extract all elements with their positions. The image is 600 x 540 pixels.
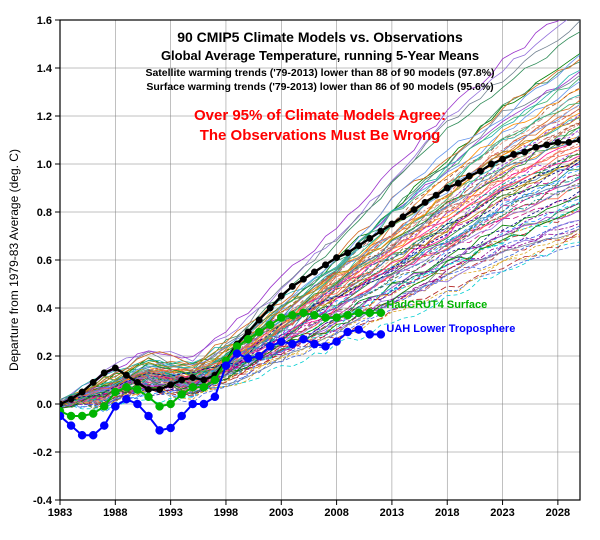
x-tick-label: 2008 [324, 507, 348, 519]
x-tick-label: 2003 [269, 507, 293, 519]
y-tick-label: 1.6 [37, 15, 52, 27]
x-tick-label: 1998 [214, 507, 238, 519]
y-tick-label: 0.2 [37, 351, 52, 363]
red-text-2: The Observations Must Be Wrong [200, 127, 441, 144]
x-tick-label: 2013 [380, 507, 404, 519]
x-tick-label: 2023 [490, 507, 514, 519]
uah-label: UAH Lower Troposphere [386, 323, 515, 335]
red-text-1: Over 95% of Climate Models Agree: [194, 107, 446, 124]
chart-title-2: Global Average Temperature, running 5-Ye… [161, 48, 479, 63]
chart-svg: 1983 1988 1993 1998 2003 2008 2013 2018 2023 2028… [0, 0, 600, 540]
y-tick-label: 1.4 [37, 63, 53, 75]
y-tick-label: 1.0 [37, 159, 52, 171]
hadcrut-label: HadCRUT4 Surface [386, 299, 487, 311]
x-tick-label: 1993 [158, 507, 182, 519]
x-tick-label: 1988 [103, 507, 127, 519]
y-tick-label: -0.4 [33, 495, 53, 507]
y-tick-label: 0.8 [37, 207, 52, 219]
y-axis-label: Departure from 1979-83 Average (deg. C) [7, 149, 21, 371]
y-tick-label: 0.0 [37, 399, 52, 411]
x-tick-label: 2018 [435, 507, 459, 519]
y-tick-label: 0.4 [37, 303, 53, 315]
x-tick-label: 2028 [546, 507, 570, 519]
chart-subtitle-2: Surface warming trends ('79-2013) lower … [146, 81, 493, 93]
x-tick-label: 1983 [48, 507, 72, 519]
chart-subtitle-1: Satellite warming trends ('79-2013) lowe… [145, 67, 494, 79]
y-tick-label: 1.2 [37, 111, 52, 123]
chart-container: { "chart": { "type": "line", "width": 60… [0, 0, 600, 540]
chart-title-1: 90 CMIP5 Climate Models vs. Observations [177, 29, 463, 45]
y-tick-label: 0.6 [37, 255, 52, 267]
y-tick-label: -0.2 [33, 447, 52, 459]
